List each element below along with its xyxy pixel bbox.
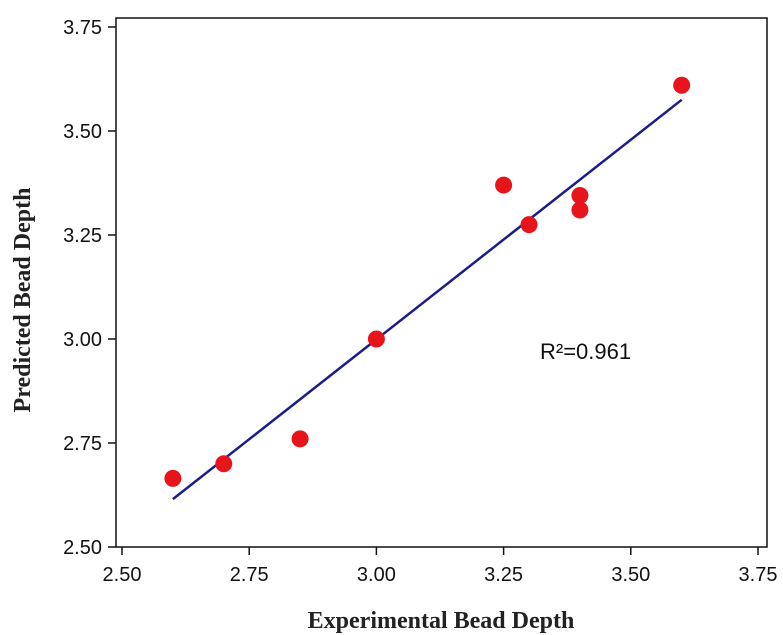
x-tick-label: 3.00 [357,564,396,586]
x-tick-label: 3.25 [484,564,523,586]
x-tick-label: 2.75 [230,564,269,586]
fit-line-group [172,98,683,501]
y-tick-label: 3.00 [63,329,102,351]
data-point [520,216,538,234]
data-point [495,176,513,194]
plot-frame [115,17,768,548]
data-points [164,76,691,487]
regression-line [172,98,683,501]
y-axis-ticks: 2.50 2.75 3.00 3.25 3.50 3.75 [63,17,116,559]
data-point [367,330,385,348]
y-tick-label: 3.75 [63,17,102,39]
x-tick-label: 3.75 [739,564,778,586]
y-tick-label: 3.50 [63,121,102,143]
x-tick-label: 3.50 [611,564,650,586]
x-axis-title: Experimental Bead Depth [308,608,575,634]
data-point [571,186,589,204]
r-squared-annotation: R²=0.961 [540,339,631,364]
data-point [164,469,182,487]
y-tick-label: 3.25 [63,225,102,247]
y-tick-label: 2.75 [63,433,102,455]
data-point [291,430,309,448]
data-point [215,455,233,473]
x-axis-ticks: 2.50 2.75 3.00 3.25 3.50 3.75 [103,547,778,586]
data-point [673,76,691,94]
data-point [571,201,589,219]
y-tick-label: 2.50 [63,537,102,559]
y-axis-title: Predicted Bead Depth [10,188,36,413]
x-tick-label: 2.50 [103,564,142,586]
